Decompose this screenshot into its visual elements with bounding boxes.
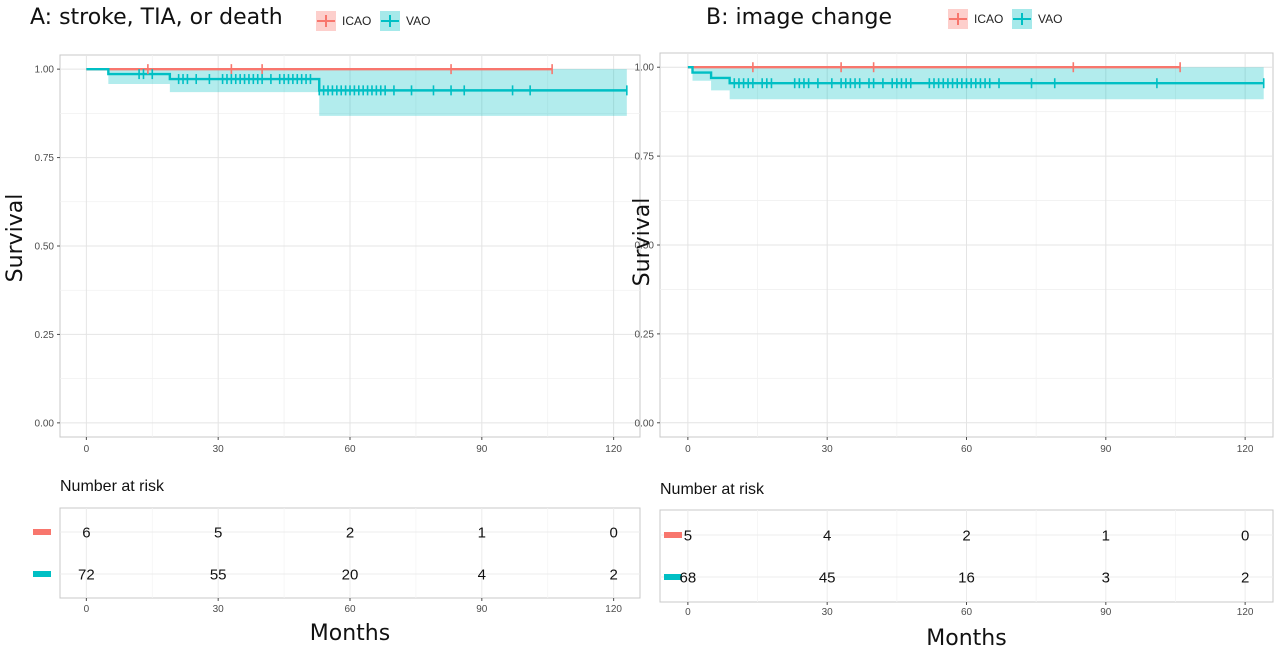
y-tick-label: 1.00 xyxy=(635,63,655,74)
risk-count: 2 xyxy=(1241,570,1249,587)
risk-x-tick-label: 90 xyxy=(1100,607,1112,618)
risk-count: 16 xyxy=(958,570,975,587)
x-tick-label: 90 xyxy=(1100,444,1112,455)
x-axis-title: Months xyxy=(310,621,390,646)
risk-row-swatch-vao xyxy=(664,574,682,580)
y-tick-label: 1.00 xyxy=(35,65,55,76)
risk-row-swatch-vao xyxy=(33,571,51,577)
risk-count: 2 xyxy=(962,528,970,545)
risk-x-tick-label: 30 xyxy=(822,607,834,618)
risk-count: 1 xyxy=(478,525,486,542)
y-tick-label: 0.50 xyxy=(35,242,55,253)
x-tick-label: 60 xyxy=(961,444,973,455)
y-tick-label: 0.25 xyxy=(635,329,655,340)
x-tick-label: 30 xyxy=(822,444,834,455)
legend: ICAO VAO xyxy=(316,11,430,31)
risk-count: 6 xyxy=(82,525,90,542)
risk-table-title: Number at risk xyxy=(660,481,765,498)
risk-count: 72 xyxy=(78,567,95,584)
risk-count: 5 xyxy=(684,528,692,545)
panel-title: A: stroke, TIA, or death xyxy=(30,5,283,30)
risk-x-tick-label: 120 xyxy=(1237,607,1254,618)
legend: ICAO VAO xyxy=(948,9,1062,29)
legend-label: ICAO xyxy=(974,12,1003,26)
risk-count: 55 xyxy=(210,567,227,584)
x-tick-label: 0 xyxy=(84,444,90,455)
risk-count: 0 xyxy=(1241,528,1249,545)
risk-x-tick-label: 120 xyxy=(605,604,622,615)
legend-label: VAO xyxy=(406,14,430,28)
risk-row-swatch-icao xyxy=(33,529,51,535)
risk-row-swatch-icao xyxy=(664,532,682,538)
risk-table: Number at risk 5 4 2 1 0 68 45 16 3 2 0 30 60 90 120 xyxy=(659,481,1274,618)
x-tick-label: 30 xyxy=(213,444,225,455)
x-tick-label: 60 xyxy=(344,444,356,455)
panel-title: B: image change xyxy=(706,5,892,30)
panel-a: A: stroke, TIA, or death ICAO VAO0.000.250… xyxy=(3,5,641,646)
risk-table-title: Number at risk xyxy=(60,478,165,495)
x-tick-label: 0 xyxy=(685,444,691,455)
risk-count: 68 xyxy=(680,570,697,587)
ci-band-vao xyxy=(86,69,627,116)
risk-count: 5 xyxy=(214,525,222,542)
y-axis-title: Survival xyxy=(630,198,655,287)
risk-count: 20 xyxy=(342,567,359,584)
survival-curve-vao xyxy=(687,66,1264,85)
risk-x-tick-label: 60 xyxy=(961,607,973,618)
y-tick-label: 0.50 xyxy=(635,241,655,252)
risk-count: 1 xyxy=(1102,528,1110,545)
x-tick-label: 120 xyxy=(1237,444,1254,455)
plot-area: 0.00 0.25 0.50 0.75 1.00 0 30 60 90 120 xyxy=(635,52,1274,455)
risk-count: 0 xyxy=(609,525,617,542)
risk-count: 2 xyxy=(346,525,354,542)
risk-x-tick-label: 0 xyxy=(84,604,90,615)
legend-label: VAO xyxy=(1038,12,1062,26)
risk-x-tick-label: 30 xyxy=(213,604,225,615)
risk-count: 3 xyxy=(1102,570,1110,587)
y-axis-title: Survival xyxy=(3,194,28,283)
y-tick-label: 0.75 xyxy=(635,152,655,163)
risk-x-tick-label: 60 xyxy=(344,604,356,615)
risk-count: 2 xyxy=(609,567,617,584)
legend-label: ICAO xyxy=(342,14,371,28)
risk-x-tick-label: 0 xyxy=(685,607,691,618)
risk-count: 4 xyxy=(823,528,831,545)
risk-count: 45 xyxy=(819,570,836,587)
x-tick-label: 90 xyxy=(476,444,488,455)
x-tick-label: 120 xyxy=(605,444,622,455)
panel-b: B: image change ICAO VAO 0.00 0.25 0.50 0.75 1.… xyxy=(630,5,1274,650)
y-tick-label: 0.00 xyxy=(635,418,655,429)
y-tick-label: 0.25 xyxy=(35,330,55,341)
risk-count: 4 xyxy=(478,567,486,584)
risk-x-tick-label: 90 xyxy=(476,604,488,615)
plot-area: 0.00 0.25 0.50 0.75 1.00 0 30 60 90 120 xyxy=(35,54,641,455)
y-tick-label: 0.00 xyxy=(35,418,55,429)
y-tick-label: 0.75 xyxy=(35,153,55,164)
x-axis-title: Months xyxy=(926,626,1006,650)
